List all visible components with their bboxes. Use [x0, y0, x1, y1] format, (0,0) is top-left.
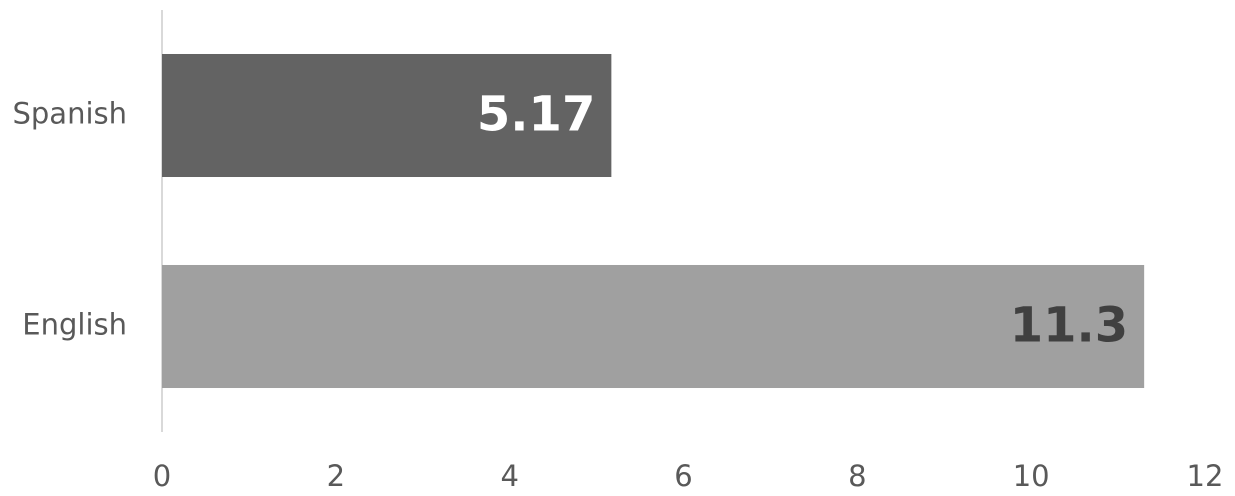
bar [162, 264, 1145, 389]
y-tick-label: Spanish [12, 97, 127, 131]
x-tick-label: 12 [1187, 459, 1224, 493]
x-tick-label: 2 [327, 459, 345, 493]
data-label: 11.3 [1010, 298, 1128, 354]
data-label: 5.17 [477, 87, 595, 143]
x-tick-label: 8 [848, 459, 866, 493]
y-tick-label: English [22, 308, 127, 342]
x-tick-label: 0 [153, 459, 171, 493]
x-tick-label: 6 [674, 459, 692, 493]
bar [162, 53, 612, 178]
x-tick-label: 4 [500, 459, 518, 493]
x-tick-label: 10 [1013, 459, 1050, 493]
